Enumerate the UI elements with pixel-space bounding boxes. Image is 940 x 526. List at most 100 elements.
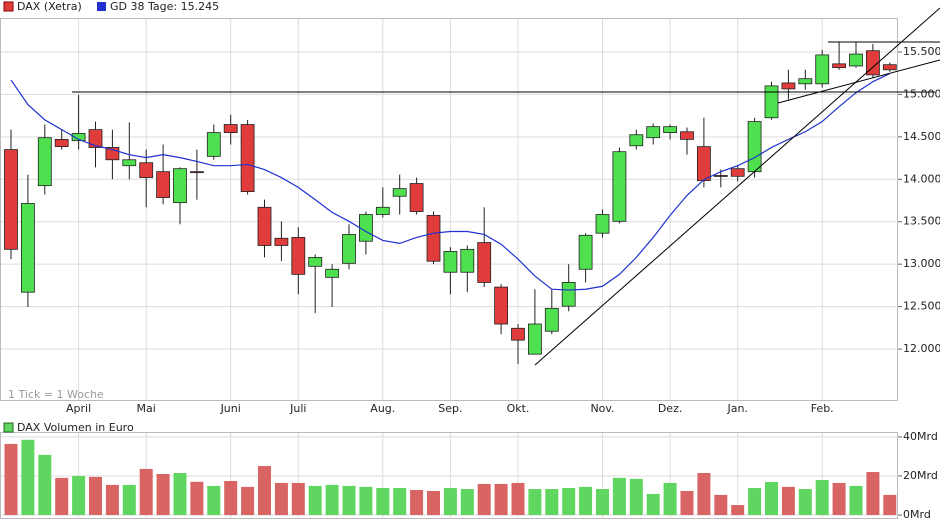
y-tick-label: 0Mrd (903, 508, 931, 521)
volume-bar (832, 482, 846, 515)
volume-bar (38, 454, 52, 515)
candle-body (392, 188, 407, 197)
volume-bar (274, 482, 288, 515)
candle-body (240, 124, 255, 192)
volume-bar (883, 494, 897, 515)
volume-bar (207, 485, 221, 515)
legend-label: DAX (Xetra) (17, 0, 82, 13)
y-tick-label: 14.500 (903, 130, 940, 143)
candle-body (713, 175, 728, 177)
x-tick-label: Okt. (507, 402, 530, 415)
volume-bar (646, 493, 660, 515)
volume-bar (443, 488, 457, 515)
candle-body (173, 168, 187, 204)
volume-bar (596, 489, 609, 515)
candle-body (866, 50, 880, 76)
volume-bar (765, 481, 778, 515)
volume-bar (629, 478, 643, 515)
candle-body (798, 78, 813, 85)
y-tick-label: 15.500 (903, 45, 940, 58)
candle-body (308, 256, 323, 267)
candle-body (629, 134, 644, 147)
candle-body (37, 137, 52, 187)
y-tick-label: 14.000 (903, 172, 940, 185)
candle-body (612, 151, 627, 222)
x-tick-label: Nov. (590, 402, 614, 415)
candle-body (375, 206, 390, 215)
candle-body (206, 132, 221, 157)
volume-bar (781, 486, 795, 515)
candle-body (561, 282, 576, 307)
candle-body (646, 126, 661, 139)
candle-body (578, 234, 593, 270)
candle-body (494, 286, 509, 325)
volume-bar (393, 488, 407, 515)
legend-label: DAX Volumen in Euro (17, 421, 134, 434)
volume-bar (545, 489, 559, 515)
volume-bar (342, 485, 356, 515)
legend-swatch (3, 422, 14, 433)
candle-body (54, 138, 69, 148)
candle-body (122, 159, 137, 167)
volume-bar (241, 486, 255, 515)
volume-bar (714, 494, 728, 515)
y-tick-label: 12.000 (903, 342, 940, 355)
volume-bar (748, 488, 762, 515)
candle-body (291, 237, 306, 275)
volume-bar (21, 439, 35, 515)
candle-body (764, 85, 779, 119)
candle-body (88, 129, 103, 148)
candle-body (139, 162, 154, 178)
volume-bar (579, 486, 593, 515)
y-tick-label: 15.000 (903, 87, 940, 100)
y-tick-label: 12.500 (903, 300, 940, 313)
candle-body (274, 237, 289, 246)
candle-body (460, 248, 475, 273)
candle-body (409, 183, 424, 212)
trend-line (777, 59, 940, 104)
volume-bar (224, 481, 238, 515)
legend-swatch (97, 2, 106, 11)
candle-body (680, 131, 694, 140)
volume-bar (460, 489, 474, 515)
volume-bar (410, 490, 424, 515)
y-tick-label: 13.000 (903, 257, 940, 270)
trend-line (534, 7, 940, 366)
x-tick-label: Sep. (438, 402, 462, 415)
candle-body (358, 214, 373, 242)
x-tick-label: Mai (137, 402, 156, 415)
volume-bar (494, 483, 508, 515)
volume-bar (697, 473, 711, 515)
volume-bar (680, 490, 694, 515)
volume-bar (427, 490, 440, 515)
legend-label: GD 38 Tage: 15.245 (110, 0, 219, 13)
volume-bar (105, 484, 119, 515)
candle-body (595, 214, 610, 234)
candle-body (4, 149, 18, 250)
y-tick-label: 13.500 (903, 215, 940, 228)
candle-body (663, 126, 677, 133)
candle-body (747, 121, 762, 173)
volume-bar (173, 473, 187, 515)
trend-lines (72, 7, 940, 366)
candle-body (257, 206, 272, 246)
volume-bar (477, 483, 491, 515)
candle-body (730, 168, 745, 177)
volume-bar (325, 484, 339, 515)
volume-bar (359, 486, 373, 515)
volume-bar (139, 468, 153, 515)
x-tick-label: Dez. (658, 402, 683, 415)
x-tick-label: April (66, 402, 91, 415)
volume-bar (122, 484, 136, 515)
candle-body (528, 323, 542, 355)
marks (4, 41, 897, 515)
candle-body (544, 307, 559, 332)
x-tick-label: Feb. (811, 402, 834, 415)
x-tick-label: Juni (220, 402, 241, 415)
candle-body (189, 171, 204, 174)
x-tick-label: Jan. (726, 402, 747, 415)
y-tick-label: 20Mrd (903, 469, 938, 482)
volume-bar (511, 482, 525, 515)
note: 1 Tick = 1 Woche (8, 388, 104, 401)
candle-body (20, 203, 35, 293)
